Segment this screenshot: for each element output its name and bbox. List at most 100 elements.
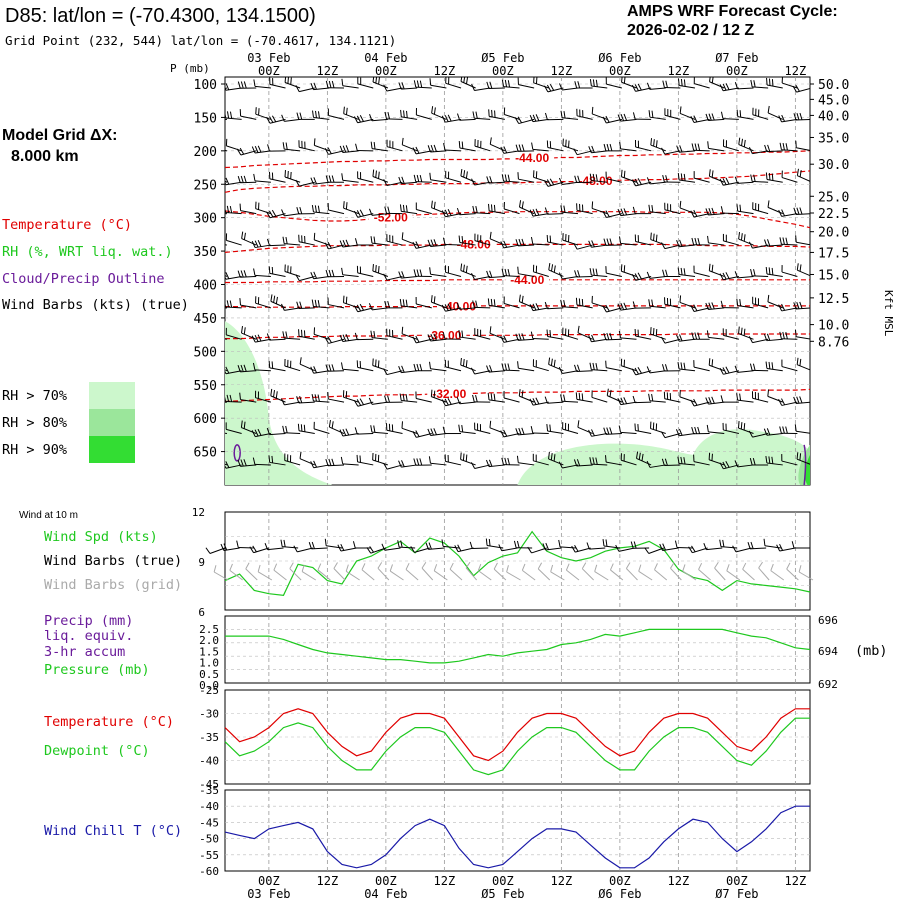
grid-wind-barb-flag (257, 564, 261, 572)
rh70-swatch (89, 382, 135, 409)
upper-wind-barb-flag (548, 451, 550, 460)
upper-wind-barb-flag (560, 394, 563, 402)
grid-wind-barb-flag (581, 562, 587, 569)
upper-wind-barb-flag (694, 332, 698, 340)
upper-wind-barb (504, 208, 520, 215)
upper-wind-barb-flag (573, 459, 578, 467)
upper-wind-barb (562, 181, 579, 185)
upper-wind-barb-flag (297, 423, 300, 431)
upper-wind-barb-flag (711, 396, 715, 404)
upper-wind-barb-flag (275, 296, 278, 304)
windchill-tick-label: -45 (199, 816, 219, 829)
upper-wind-barb-flag (711, 359, 714, 367)
upper-wind-barb-flag (653, 139, 655, 147)
upper-wind-barb-flag (693, 304, 698, 312)
upper-wind-barb-flag (690, 210, 695, 218)
upper-wind-barb-flag (799, 358, 802, 366)
grid-wind-barb-flag (301, 564, 305, 572)
upper-wind-barb (679, 112, 696, 120)
upper-wind-barb-flag (605, 210, 610, 218)
upper-wind-barb-flag (299, 112, 303, 120)
upper-wind-barb-flag (239, 392, 241, 400)
upper-wind-barb-flag (767, 294, 770, 302)
upper-wind-barb-flag (359, 209, 364, 217)
upper-wind-barb-flag (603, 238, 607, 246)
upper-wind-barb-flag (573, 148, 578, 155)
upper-wind-barb-flag (720, 395, 724, 403)
upper-wind-barb-flag (317, 205, 320, 213)
upper-wind-barb (591, 302, 608, 309)
upper-wind-barb-flag (595, 174, 598, 182)
upper-wind-barb-flag (577, 420, 580, 428)
upper-wind-barb (577, 244, 593, 250)
temperature-contour (225, 388, 810, 403)
upper-wind-barb-flag (705, 397, 709, 405)
upper-wind-barb-flag (588, 240, 592, 248)
upper-wind-barb-flag (592, 457, 595, 465)
upper-wind-barb (620, 242, 637, 246)
upper-wind-barb-flag (634, 178, 639, 186)
upper-wind-barb (781, 366, 798, 372)
upper-wind-barb-flag (287, 77, 289, 84)
upper-wind-barb-flag (504, 363, 507, 371)
upper-wind-barb (503, 302, 520, 309)
upper-wind-barb-flag (675, 429, 680, 436)
upper-wind-barb-flag (310, 82, 314, 90)
upper-wind-barb-flag (472, 111, 475, 119)
upper-wind-barb-flag (665, 175, 668, 183)
time-hour-label-top: 00Z (609, 64, 631, 78)
upper-wind-barb (620, 337, 637, 340)
upper-wind-barb-flag (328, 80, 332, 88)
upper-wind-barb-flag (399, 393, 402, 401)
upper-wind-barb-flag (285, 331, 288, 339)
upper-wind-barb-flag (574, 175, 578, 183)
upper-wind-barb-flag (796, 263, 799, 271)
upper-wind-barb-flag (430, 295, 433, 303)
legend-precip-3: 3-hr accum (44, 644, 126, 660)
upper-wind-barb-flag (354, 238, 358, 246)
upper-wind-barb (532, 148, 549, 152)
upper-wind-barb-flag (313, 271, 317, 279)
upper-wind-barb-flag (331, 80, 335, 88)
upper-wind-barb-flag (725, 366, 730, 374)
windchill-tick-label: -50 (199, 833, 219, 846)
surface-wind-barb-flag (283, 539, 286, 547)
upper-wind-barb-flag (605, 115, 610, 123)
upper-wind-barb-flag (592, 362, 595, 370)
upper-wind-barb-flag (341, 267, 344, 275)
upper-wind-barb-flag (749, 363, 753, 371)
wind-tick-label: 12 (192, 506, 205, 519)
upper-wind-barb-flag (430, 428, 434, 436)
upper-wind-barb-flag (764, 239, 768, 247)
upper-wind-barb-flag (490, 298, 493, 306)
upper-wind-barb-flag (619, 141, 622, 149)
windchill-tick-label: -40 (199, 800, 219, 813)
upper-wind-barb (386, 370, 403, 376)
upper-wind-barb-flag (793, 396, 797, 404)
precip-tick-label: 0.0 (199, 679, 219, 692)
upper-wind-barb-flag (368, 303, 373, 311)
time-hour-label-bottom: 00Z (375, 874, 397, 888)
upper-wind-barb-flag (489, 81, 493, 89)
upper-wind-barb (664, 86, 681, 89)
upper-wind-barb-flag (331, 175, 335, 183)
upper-wind-barb-flag (384, 300, 387, 309)
grid-wind-barb-flag (465, 561, 471, 569)
upper-wind-barb-flag (641, 453, 644, 461)
upper-wind-barb-flag (401, 326, 404, 334)
upper-wind-barb-flag (433, 333, 437, 341)
upper-wind-barb-flag (706, 424, 709, 432)
upper-wind-barb-flag (489, 365, 493, 373)
upper-wind-barb-flag (683, 457, 686, 465)
pressure-tick-label: 150 (194, 111, 217, 126)
pressure-tick-label: 350 (194, 245, 217, 260)
upper-wind-barb-flag (679, 106, 682, 114)
upper-wind-barb (518, 462, 535, 466)
upper-wind-barb-flag (240, 81, 244, 89)
upper-wind-barb (226, 239, 242, 246)
upper-wind-barb (489, 332, 506, 340)
surface-wind-barb-flag (340, 543, 345, 551)
upper-wind-barb-flag (693, 209, 698, 217)
upper-wind-barb (430, 84, 447, 89)
surface-wind-barb (414, 547, 430, 553)
